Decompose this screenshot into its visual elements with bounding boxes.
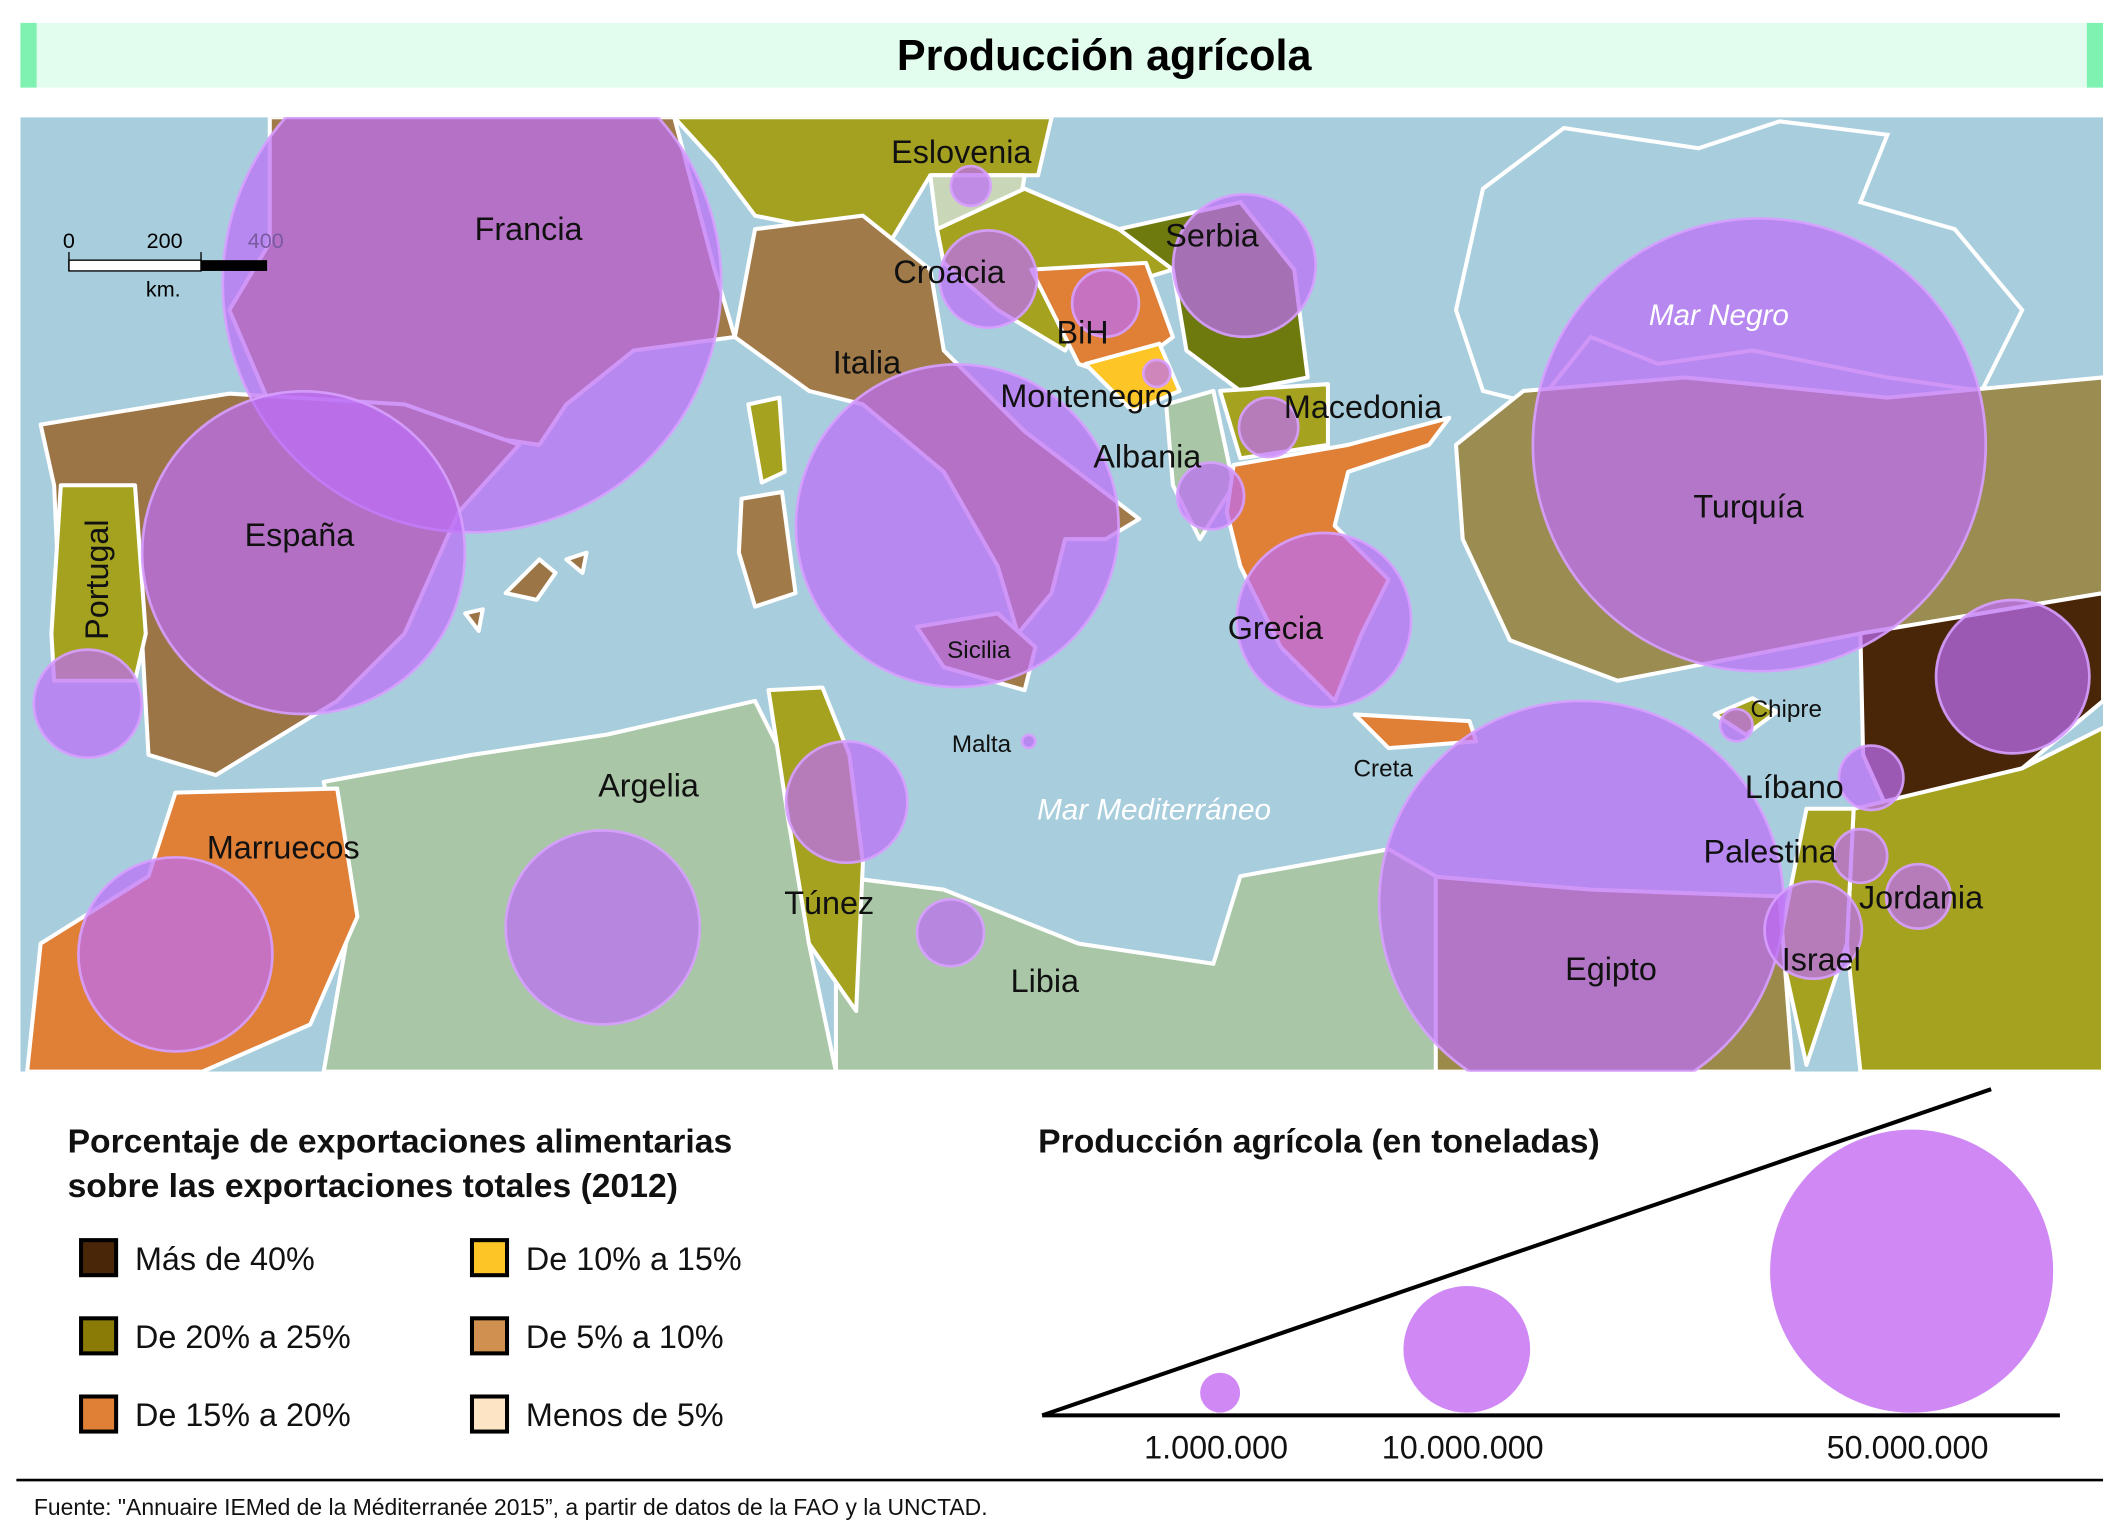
label-serbia: Serbia xyxy=(1165,218,1259,254)
production-circle-macedonia xyxy=(1237,396,1300,459)
label-grecia: Grecia xyxy=(1228,610,1323,646)
legend-item-label: De 15% a 20% xyxy=(135,1397,351,1433)
label-sicilia: Sicilia xyxy=(947,637,1011,664)
label-mar-mediterraneo: Mar Mediterráneo xyxy=(1037,794,1271,827)
scale-tick-0: 0 xyxy=(63,228,75,253)
legend-production-circle xyxy=(1200,1372,1241,1413)
legend-production-title: Producción agrícola (en toneladas) xyxy=(1038,1124,1600,1161)
production-circle-jordania xyxy=(1884,862,1952,930)
legend-exports-title-2: sobre las exportaciones totales (2012) xyxy=(68,1168,678,1205)
country-libia xyxy=(833,847,1438,1072)
island-corsica xyxy=(746,395,787,485)
production-circle-bih xyxy=(1070,268,1141,339)
production-circle-grecia xyxy=(1235,531,1413,709)
country-labels: Francia España Portugal Italia Eslovenia… xyxy=(79,134,1983,999)
label-jordania: Jordania xyxy=(1859,880,1983,916)
legend-swatch xyxy=(79,1238,119,1278)
scale-tick-400: 400 xyxy=(248,228,284,253)
title-bar: Producción agrícola xyxy=(20,22,2104,88)
legend-production-circle xyxy=(1770,1129,2054,1413)
production-circle-egipto xyxy=(1377,699,1785,1072)
scale-unit: km. xyxy=(146,277,181,302)
legend-swatch xyxy=(469,1394,510,1434)
label-francia: Francia xyxy=(475,211,583,247)
label-turquia: Turquía xyxy=(1693,489,1803,525)
label-espana: España xyxy=(245,517,355,553)
scale-tick-200: 200 xyxy=(147,228,183,253)
production-circle-chipre xyxy=(1718,707,1754,743)
production-circle-tunez xyxy=(784,740,909,865)
scale-bar: 0 200 400 km. xyxy=(63,228,284,302)
production-circles xyxy=(32,117,2091,1072)
production-circle-israel xyxy=(1763,880,1864,981)
label-bih: BiH xyxy=(1057,315,1109,351)
label-palestina: Palestina xyxy=(1704,834,1837,870)
production-circle-croacia xyxy=(938,229,1039,330)
production-circle-argelia xyxy=(504,829,702,1026)
legend-item-label: De 20% a 25% xyxy=(135,1319,351,1355)
label-italia: Italia xyxy=(833,344,901,380)
label-argelia: Argelia xyxy=(598,768,699,804)
legend-production-label: 10.000.000 xyxy=(1382,1430,1544,1466)
legend-item-label: De 5% a 10% xyxy=(526,1319,724,1355)
production-circle-serbia xyxy=(1171,192,1318,339)
production-circle-albania xyxy=(1175,461,1246,531)
legend-production-label: 50.000.000 xyxy=(1827,1430,1989,1466)
production-circle-siria xyxy=(1934,598,2091,755)
production-circle-marruecos xyxy=(77,855,274,1053)
legend-item-label: Menos de 5% xyxy=(526,1397,724,1433)
map: 0 200 400 km. Francia España Portugal It… xyxy=(20,117,2104,1072)
production-circle-eslovenia xyxy=(949,164,993,208)
label-malta: Malta xyxy=(952,731,1012,758)
island-baleares xyxy=(463,550,589,633)
production-circle-italia xyxy=(794,363,1120,689)
label-israel: Israel xyxy=(1782,942,1861,978)
production-circle-portugal xyxy=(32,648,144,760)
legend-production-circle xyxy=(1403,1285,1531,1413)
label-macedonia: Macedonia xyxy=(1284,389,1442,425)
label-mar-negro: Mar Negro xyxy=(1649,299,1789,332)
island-sardegna xyxy=(736,489,798,609)
legend-swatch xyxy=(469,1238,510,1278)
legend-swatch xyxy=(469,1316,510,1356)
label-libano: Líbano xyxy=(1745,769,1844,805)
legend-item-label: Más de 40% xyxy=(135,1241,315,1277)
legend-production-label: 1.000.000 xyxy=(1144,1430,1288,1466)
label-creta: Creta xyxy=(1354,755,1414,782)
label-egipto: Egipto xyxy=(1565,951,1657,987)
production-circle-palestina xyxy=(1832,827,1889,885)
legend-exports-title-1: Porcentaje de exportaciones alimentarias xyxy=(68,1124,733,1161)
label-chipre: Chipre xyxy=(1751,696,1822,723)
legend-swatch xyxy=(79,1316,119,1356)
legend-production: Producción agrícola (en toneladas) 1.000… xyxy=(1038,1087,2060,1466)
legend-item-label: De 10% a 15% xyxy=(526,1241,742,1277)
page-title: Producción agrícola xyxy=(897,32,1313,80)
label-marruecos: Marruecos xyxy=(207,830,360,866)
label-tunez: Túnez xyxy=(784,885,874,921)
production-circle-libano xyxy=(1837,744,1905,812)
label-portugal: Portugal xyxy=(79,519,115,639)
legend-swatch xyxy=(79,1394,119,1434)
label-eslovenia: Eslovenia xyxy=(891,134,1031,170)
label-albania: Albania xyxy=(1093,439,1201,475)
source-note: Fuente: "Annuaire IEMed de la Méditerran… xyxy=(34,1494,988,1520)
production-circle-malta xyxy=(1020,733,1037,750)
label-croacia: Croacia xyxy=(893,254,1004,290)
production-circle-libia xyxy=(915,898,986,968)
production-circle-turquia xyxy=(1531,217,1988,673)
country-europe-north xyxy=(672,117,1054,245)
production-circle-montenegro xyxy=(1141,358,1172,389)
production-circle-espana xyxy=(140,389,467,716)
legend-exports: Porcentaje de exportaciones alimentarias… xyxy=(68,1124,742,1434)
label-libia: Libia xyxy=(1011,963,1079,999)
label-montenegro: Montenegro xyxy=(1000,378,1173,414)
